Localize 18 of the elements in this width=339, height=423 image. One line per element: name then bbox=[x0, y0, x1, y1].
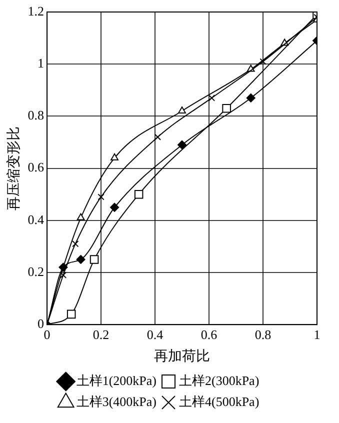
y-tick-label: 0 bbox=[38, 316, 44, 332]
x-axis-title: 再加荷比 bbox=[154, 348, 210, 364]
y-tick-label: 0.2 bbox=[28, 264, 44, 279]
legend-label: 土样4(500kPa) bbox=[179, 394, 260, 409]
y-tick-label: 0.6 bbox=[28, 160, 45, 175]
legend-label: 土样3(400kPa) bbox=[76, 394, 157, 409]
y-tick-label: 0.8 bbox=[28, 108, 44, 123]
legend-label: 土样1(200kPa) bbox=[76, 372, 157, 388]
x-tick-label: 0.8 bbox=[254, 326, 272, 342]
legend-label: 土样2(300kPa) bbox=[179, 372, 260, 388]
y-tick-label: 0.4 bbox=[28, 212, 45, 227]
x-tick-label: 1 bbox=[314, 326, 320, 342]
y-tick-label: 1 bbox=[38, 56, 44, 71]
y-tick-label: 1.2 bbox=[28, 3, 44, 18]
x-tick-label: 0.4 bbox=[146, 326, 164, 342]
x-tick-label: 0.6 bbox=[200, 326, 218, 342]
x-tick-label: 0.2 bbox=[92, 326, 110, 342]
y-axis-title: 再压缩变形比 bbox=[6, 126, 22, 210]
